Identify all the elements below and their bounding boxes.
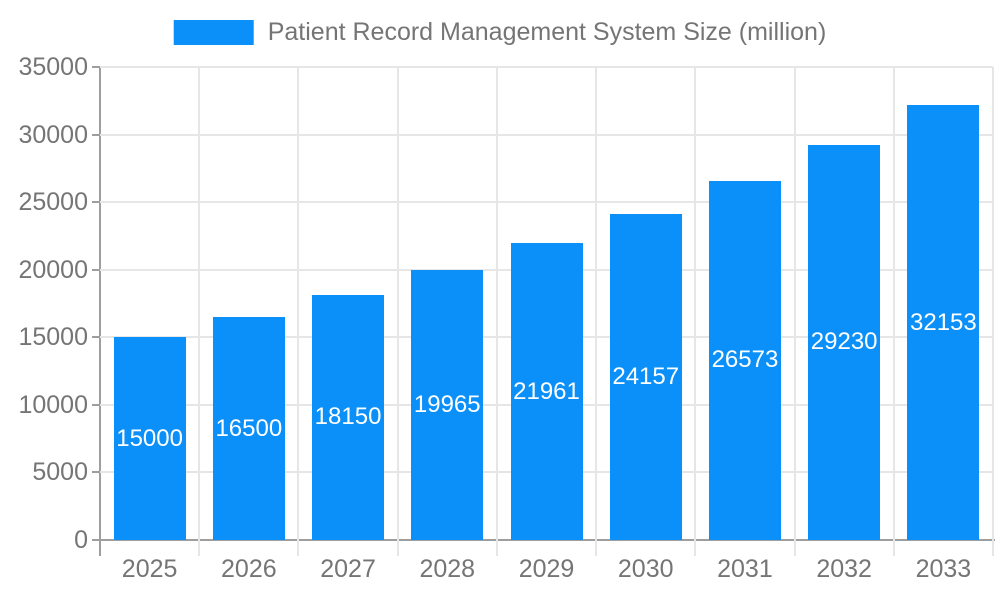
x-tick-mark — [495, 540, 498, 556]
x-tick-mark — [892, 540, 895, 556]
y-tick-mark — [92, 201, 100, 204]
y-axis-line — [99, 67, 101, 556]
gridline-vertical — [793, 67, 796, 540]
plot-area: 15000 16500 18150 19965 21961 24157 26573 29230… — [100, 66, 994, 540]
bar — [510, 243, 583, 540]
gridline-vertical — [297, 67, 300, 540]
x-tick-mark — [595, 540, 598, 556]
bar — [113, 337, 186, 540]
gridline-vertical — [992, 67, 994, 540]
gridline-vertical — [595, 67, 598, 540]
bar-value-label: 21961 — [513, 377, 580, 405]
bar-value-label: 26573 — [711, 346, 779, 374]
gridline-vertical — [396, 67, 399, 540]
x-tick-mark — [694, 540, 697, 556]
y-tick-mark — [92, 403, 100, 406]
x-tick-mark — [992, 540, 994, 556]
x-tick-mark — [793, 540, 796, 556]
bar-value-label: 19965 — [413, 391, 481, 419]
gridline-horizontal — [100, 66, 993, 68]
gridline-vertical — [892, 67, 895, 540]
bar — [212, 317, 285, 540]
bar — [609, 213, 682, 540]
legend-label: Patient Record Management System Size (m… — [267, 18, 827, 46]
y-tick-mark — [92, 539, 100, 541]
x-tick-mark — [198, 540, 201, 556]
x-tick-label: 2028 — [419, 555, 476, 583]
y-tick-mark — [92, 471, 100, 474]
x-tick-label: 2027 — [320, 555, 376, 583]
y-tick-label: 5000 — [32, 458, 88, 487]
gridline-vertical — [198, 67, 201, 540]
gridline-vertical — [495, 67, 498, 540]
y-tick-mark — [92, 268, 100, 271]
bar — [907, 105, 980, 540]
gridline-vertical — [694, 67, 697, 540]
bar-value-label: 15000 — [116, 424, 183, 452]
bar-value-label: 29230 — [810, 328, 878, 356]
y-tick-mark — [92, 66, 100, 68]
x-tick-label: 2031 — [717, 555, 773, 583]
y-tick-label: 30000 — [18, 120, 88, 149]
x-tick-label: 2029 — [518, 555, 575, 583]
legend-swatch — [173, 19, 254, 45]
y-tick-mark — [92, 133, 100, 136]
y-tick-mark — [92, 336, 100, 339]
y-tick-label: 35000 — [18, 53, 88, 81]
bar-value-label: 16500 — [215, 414, 283, 442]
y-tick-label: 10000 — [18, 390, 88, 419]
chart-legend[interactable]: Patient Record Management System Size (m… — [173, 18, 827, 46]
y-tick-label: 25000 — [18, 188, 88, 217]
gridline-horizontal — [100, 133, 993, 136]
x-tick-mark — [297, 540, 300, 556]
bar — [411, 270, 484, 540]
bar — [312, 294, 385, 540]
gridline-horizontal — [100, 201, 993, 204]
x-tick-label: 2033 — [915, 555, 972, 583]
y-tick-label: 20000 — [18, 255, 88, 284]
bar-value-label: 24157 — [612, 362, 680, 390]
x-tick-label: 2025 — [121, 555, 178, 583]
bar-value-label: 18150 — [314, 403, 382, 431]
x-tick-label: 2032 — [816, 555, 872, 583]
bar-value-label: 32153 — [910, 308, 977, 336]
y-tick-label: 0 — [74, 526, 88, 554]
x-tick-mark — [396, 540, 399, 556]
bar — [708, 180, 781, 540]
x-tick-label: 2030 — [617, 555, 674, 583]
y-tick-label: 15000 — [18, 323, 88, 352]
bar — [808, 144, 881, 540]
x-axis-line — [100, 539, 995, 541]
x-tick-label: 2026 — [221, 555, 277, 583]
